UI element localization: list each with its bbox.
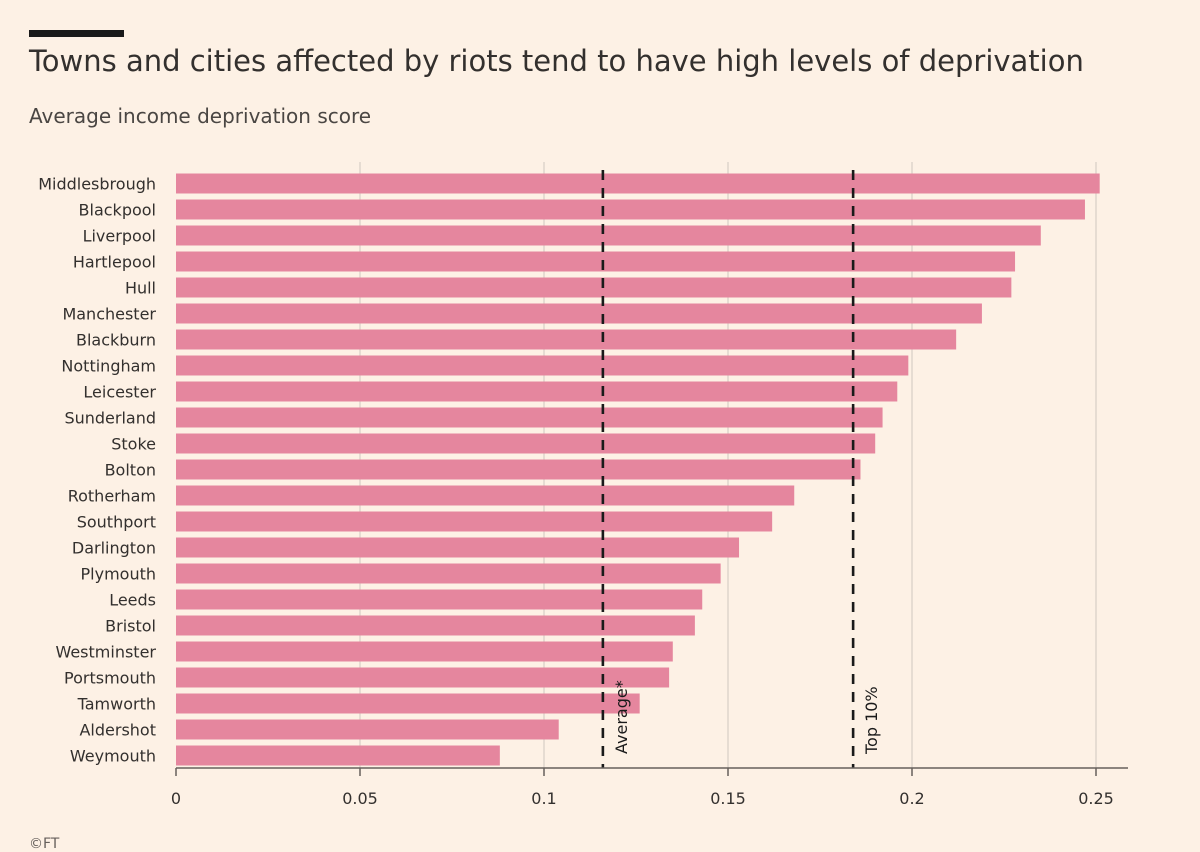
category-label: Bolton xyxy=(105,461,156,480)
bar-hull xyxy=(176,277,1012,298)
x-tick-label: 0.15 xyxy=(710,789,746,808)
category-label: Rotherham xyxy=(68,487,156,506)
source-credit: ©FT xyxy=(29,836,60,852)
bar-southport xyxy=(176,511,773,532)
category-label: Plymouth xyxy=(81,565,157,584)
bar-weymouth xyxy=(176,745,500,766)
bar-rotherham xyxy=(176,485,795,506)
category-label: Stoke xyxy=(111,435,156,454)
category-label: Manchester xyxy=(62,305,156,324)
category-label: Nottingham xyxy=(61,357,156,376)
bar-leeds xyxy=(176,589,703,610)
bar-blackburn xyxy=(176,329,957,350)
bar-aldershot xyxy=(176,719,559,740)
x-tick-label: 0.2 xyxy=(899,789,924,808)
category-label: Blackburn xyxy=(76,331,156,350)
category-label: Liverpool xyxy=(83,227,156,246)
bar-plymouth xyxy=(176,563,721,584)
bar-darlington xyxy=(176,537,740,558)
bar-bristol xyxy=(176,615,695,636)
bar-leicester xyxy=(176,381,898,402)
category-label: Sunderland xyxy=(64,409,156,428)
category-label: Aldershot xyxy=(79,721,156,740)
category-label: Leicester xyxy=(83,383,156,402)
x-tick-label: 0.1 xyxy=(531,789,556,808)
reference-lines: Average* Top 10% xyxy=(601,170,881,768)
bar-hartlepool xyxy=(176,251,1016,272)
x-tick-label: 0 xyxy=(171,789,181,808)
category-label: Tamworth xyxy=(77,695,156,714)
bar-liverpool xyxy=(176,225,1041,246)
bar-manchester xyxy=(176,303,982,324)
bar-tamworth xyxy=(176,693,640,714)
category-label: Southport xyxy=(77,513,156,532)
bar-middlesbrough xyxy=(176,173,1100,194)
category-label: Darlington xyxy=(72,539,156,558)
bar-portsmouth xyxy=(176,667,670,688)
bar-stoke xyxy=(176,433,876,454)
reference-label: Top 10% xyxy=(862,686,881,755)
category-label: Hull xyxy=(125,279,156,298)
bar-chart: Average* Top 10% Middlesbrough Blackpool Li… xyxy=(38,162,1128,808)
category-label: Leeds xyxy=(109,591,156,610)
chart-title: Towns and cities affected by riots tend … xyxy=(29,44,1084,78)
chart-subtitle: Average income deprivation score xyxy=(29,104,372,128)
x-tick-label: 0.25 xyxy=(1078,789,1114,808)
bar-sunderland xyxy=(176,407,883,428)
x-tick-label: 0.05 xyxy=(342,789,378,808)
category-labels: Middlesbrough Blackpool Liverpool Hartlepoo… xyxy=(38,175,156,766)
category-label: Hartlepool xyxy=(73,253,156,272)
bar-bolton xyxy=(176,459,861,480)
bars xyxy=(176,173,1100,766)
category-label: Portsmouth xyxy=(64,669,156,688)
category-label: Bristol xyxy=(105,617,156,636)
category-label: Blackpool xyxy=(79,201,156,220)
bar-blackpool xyxy=(176,199,1085,220)
x-axis: 0 0.05 0.1 0.15 0.2 0.25 xyxy=(171,767,1128,808)
category-label: Weymouth xyxy=(70,747,156,766)
bar-nottingham xyxy=(176,355,909,376)
category-label: Westminster xyxy=(55,643,156,662)
reference-label: Average* xyxy=(612,680,631,754)
bar-westminster xyxy=(176,641,673,662)
title-accent-bar xyxy=(29,30,124,37)
category-label: Middlesbrough xyxy=(38,175,156,194)
